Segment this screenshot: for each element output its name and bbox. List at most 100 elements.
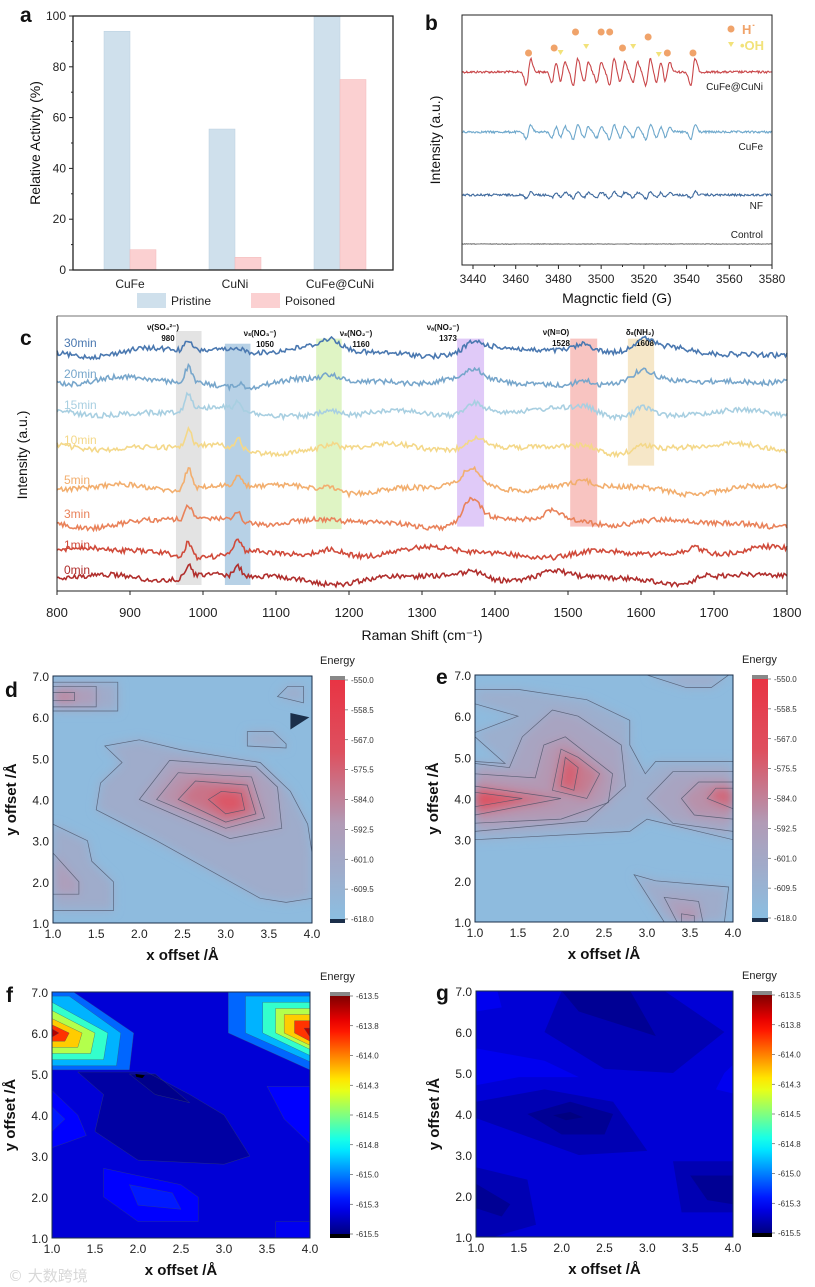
contour-line [207,790,246,815]
x-tick-label: 3580 [759,272,786,286]
y-tick-label: 80 [53,60,67,74]
contour-fills [52,992,310,1238]
minimum-marker [135,1074,145,1079]
panel-label-d: d [5,679,18,702]
contour-fills [475,675,733,922]
y-tick-label: 1.0 [31,1232,48,1246]
bar-poisoned-cufe@cuni [339,79,367,271]
y-tick-label: 6.0 [454,710,471,724]
contour-line [646,675,730,688]
contour-line [680,781,733,820]
trace-30min [56,335,788,361]
contour-line [52,1028,60,1038]
colorbar-tick-label: -609.5 [351,885,374,894]
band-position: 1608 [636,339,654,348]
band-label: νₛ(NO₂⁻) [340,329,373,338]
h-radical-marker [525,49,533,57]
colorbar-tick-label: -550.0 [774,675,797,684]
contour-area [476,991,733,1237]
x-tick-label: 2.5 [174,927,191,941]
y-tick-label: 7.0 [454,669,471,683]
x-tick-label: 1600 [627,605,656,620]
y-tick-label: 4.0 [454,793,471,807]
colorbar-tick-label: -567.0 [774,735,797,744]
contour-line [475,785,562,816]
colorbar-tick-label: -614.5 [356,1111,379,1120]
plot-frame [475,990,734,1238]
bar-pristine-cufe [103,30,131,271]
h-radical-marker [606,28,614,36]
y-axis-title-b: Intensity (a.u.) [427,96,443,185]
x-tick-label: 3.0 [639,926,656,940]
h-radical-marker [597,28,605,36]
band-highlight [224,343,251,585]
y-axis-title-a: Relative Activity (%) [27,81,43,205]
colorbar-tick-label: -614.5 [778,1110,801,1119]
contour-line [52,1106,66,1132]
contour-area [475,675,733,922]
legend-label-pristine: Pristine [171,294,211,308]
colorbar [330,680,345,919]
contour-line [52,995,122,1067]
band-position: 1528 [552,339,570,348]
contour-line [276,685,304,704]
band-position: 1160 [352,340,370,349]
epr-marks: CuFe@CuNi CuFe NF Control H˙•OH 3440 3460 3480 3… [460,14,786,286]
x-tick-label: 1.0 [44,1242,61,1256]
colorbar-tick-label: -618.0 [774,914,797,923]
trace-cufe@cuni [461,56,772,88]
x-tick-label: 1800 [773,605,802,620]
x-axis-title-c: Raman Shift (cm⁻¹) [362,627,483,643]
y-tick-label: 1.0 [455,1231,472,1245]
x-tick-label: 4.0 [304,927,321,941]
x-tick-label: 1.0 [45,927,62,941]
x-tick-label: 3.0 [216,1242,233,1256]
contour-line [646,771,733,832]
colorbar-under-cap [752,918,768,922]
colorbar-tick-label: -615.0 [778,1170,801,1179]
x-tick-label: 2.0 [553,1241,570,1255]
contour-region [77,1072,250,1165]
x-tick-label: 2.0 [130,1242,147,1256]
x-tick-label: 1.0 [468,1241,485,1255]
contour-line [156,772,265,829]
colorbar-over-cap [330,676,345,680]
panel-label-g: g [436,982,449,1005]
trace-cufe [462,123,773,141]
y-tick-label: 40 [53,161,67,175]
contour-line [52,1002,109,1060]
contour-region [475,786,561,815]
y-tick-label: 3.0 [455,1149,472,1163]
trace-label-1min: 1min [64,538,90,552]
trace-10min [56,426,788,459]
colorbar-over-cap [752,675,768,679]
h-radical-marker [550,44,558,52]
contour-line [129,1184,182,1210]
colorbar [330,996,350,1234]
oh-radical-marker [583,44,590,49]
contour-line [706,787,733,810]
y-tick-label: 4.0 [32,794,49,808]
contour-line [551,748,601,799]
colorbar-title: Energy [742,970,777,982]
y-tick-label: 3.0 [31,1150,48,1164]
x-tick-label: 3.5 [260,927,277,941]
band-position: 980 [161,334,175,343]
contour-region [247,731,287,748]
x-tick-label: 800 [46,605,68,620]
x-tick-label: 1100 [262,605,290,620]
contour-line [275,1008,310,1050]
trace-0min [56,562,788,589]
colorbar-title: Energy [742,654,777,666]
trace-nf [461,189,772,201]
trace-label-0min: 0min [64,563,90,577]
colorbar-tick-label: -614.8 [778,1140,801,1149]
colorbar-tick-label: -618.0 [351,915,374,924]
oh-radical-marker [655,52,662,57]
x-tick-label: 1700 [700,605,729,620]
x-tick-label: 900 [119,605,141,620]
legend-swatch-pristine [137,293,166,308]
colorbar-tick-label: -558.5 [351,706,374,715]
trace-label-3min: 3min [64,507,90,521]
plot-frame [474,674,734,923]
